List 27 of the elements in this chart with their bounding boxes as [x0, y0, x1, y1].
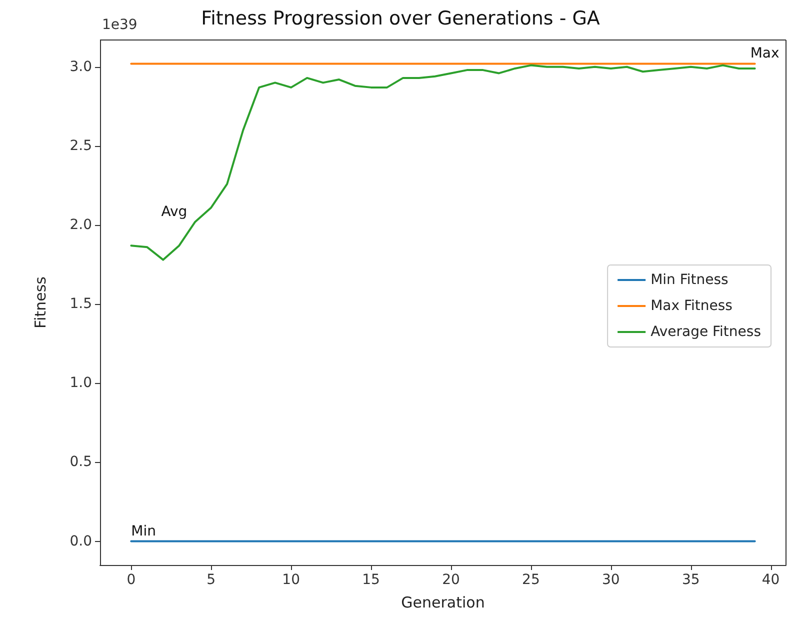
annotation: Avg [161, 204, 188, 220]
legend-label: Average Fitness [650, 324, 762, 340]
y-tick-label: 3.0 [70, 58, 92, 75]
y-tick-label: 2.5 [70, 138, 92, 154]
chart-title: Fitness Progression over Generations - GA [201, 8, 600, 30]
y-tick-label: 2.0 [70, 217, 92, 234]
x-tick-label: 20 [442, 572, 460, 588]
legend-label: Min Fitness [650, 272, 728, 288]
x-tick-label: 5 [206, 572, 216, 588]
y-tick-label: 0.0 [70, 533, 92, 550]
x-tick-label: 40 [762, 572, 780, 588]
x-tick-label: 35 [682, 572, 700, 588]
annotation: Min [131, 523, 156, 540]
x-tick-label: 30 [602, 572, 620, 588]
legend-label: Max Fitness [650, 298, 732, 314]
x-axis-title: Generation [401, 594, 485, 612]
y-axis-title: Fitness [32, 276, 50, 328]
line-series [130, 64, 756, 261]
y-tick-label: 1.5 [70, 296, 92, 312]
y-tick-label: 1.0 [70, 375, 92, 392]
x-tick-label: 15 [362, 572, 380, 588]
x-tick-label: 0 [126, 572, 136, 588]
x-tick-label: 10 [282, 572, 300, 588]
y-tick-label: 0.5 [70, 454, 92, 470]
text: 1e39 [102, 17, 138, 33]
x-tick-label: 25 [522, 572, 540, 588]
annotation: Max [750, 46, 780, 62]
